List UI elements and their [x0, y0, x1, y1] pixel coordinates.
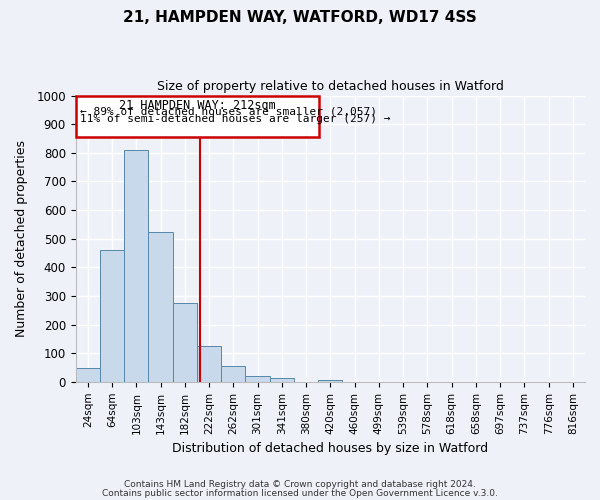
Title: Size of property relative to detached houses in Watford: Size of property relative to detached ho…: [157, 80, 504, 93]
Bar: [100, 250, 124, 382]
FancyBboxPatch shape: [76, 96, 319, 137]
Text: 11% of semi-detached houses are larger (257) →: 11% of semi-detached houses are larger (…: [80, 114, 391, 124]
Bar: [173, 303, 197, 382]
Bar: [124, 150, 148, 382]
Bar: [76, 368, 100, 382]
Y-axis label: Number of detached properties: Number of detached properties: [15, 140, 28, 337]
Text: Contains HM Land Registry data © Crown copyright and database right 2024.: Contains HM Land Registry data © Crown c…: [124, 480, 476, 489]
Bar: [221, 366, 245, 382]
Bar: [245, 376, 270, 382]
Bar: [197, 346, 221, 382]
Bar: [318, 380, 343, 382]
Text: Contains public sector information licensed under the Open Government Licence v.: Contains public sector information licen…: [102, 490, 498, 498]
Text: 21, HAMPDEN WAY, WATFORD, WD17 4SS: 21, HAMPDEN WAY, WATFORD, WD17 4SS: [123, 10, 477, 25]
Bar: [270, 378, 294, 382]
Text: ← 89% of detached houses are smaller (2,057): ← 89% of detached houses are smaller (2,…: [80, 106, 377, 117]
X-axis label: Distribution of detached houses by size in Watford: Distribution of detached houses by size …: [172, 442, 488, 455]
Text: 21 HAMPDEN WAY: 212sqm: 21 HAMPDEN WAY: 212sqm: [119, 99, 276, 112]
Bar: [148, 232, 173, 382]
